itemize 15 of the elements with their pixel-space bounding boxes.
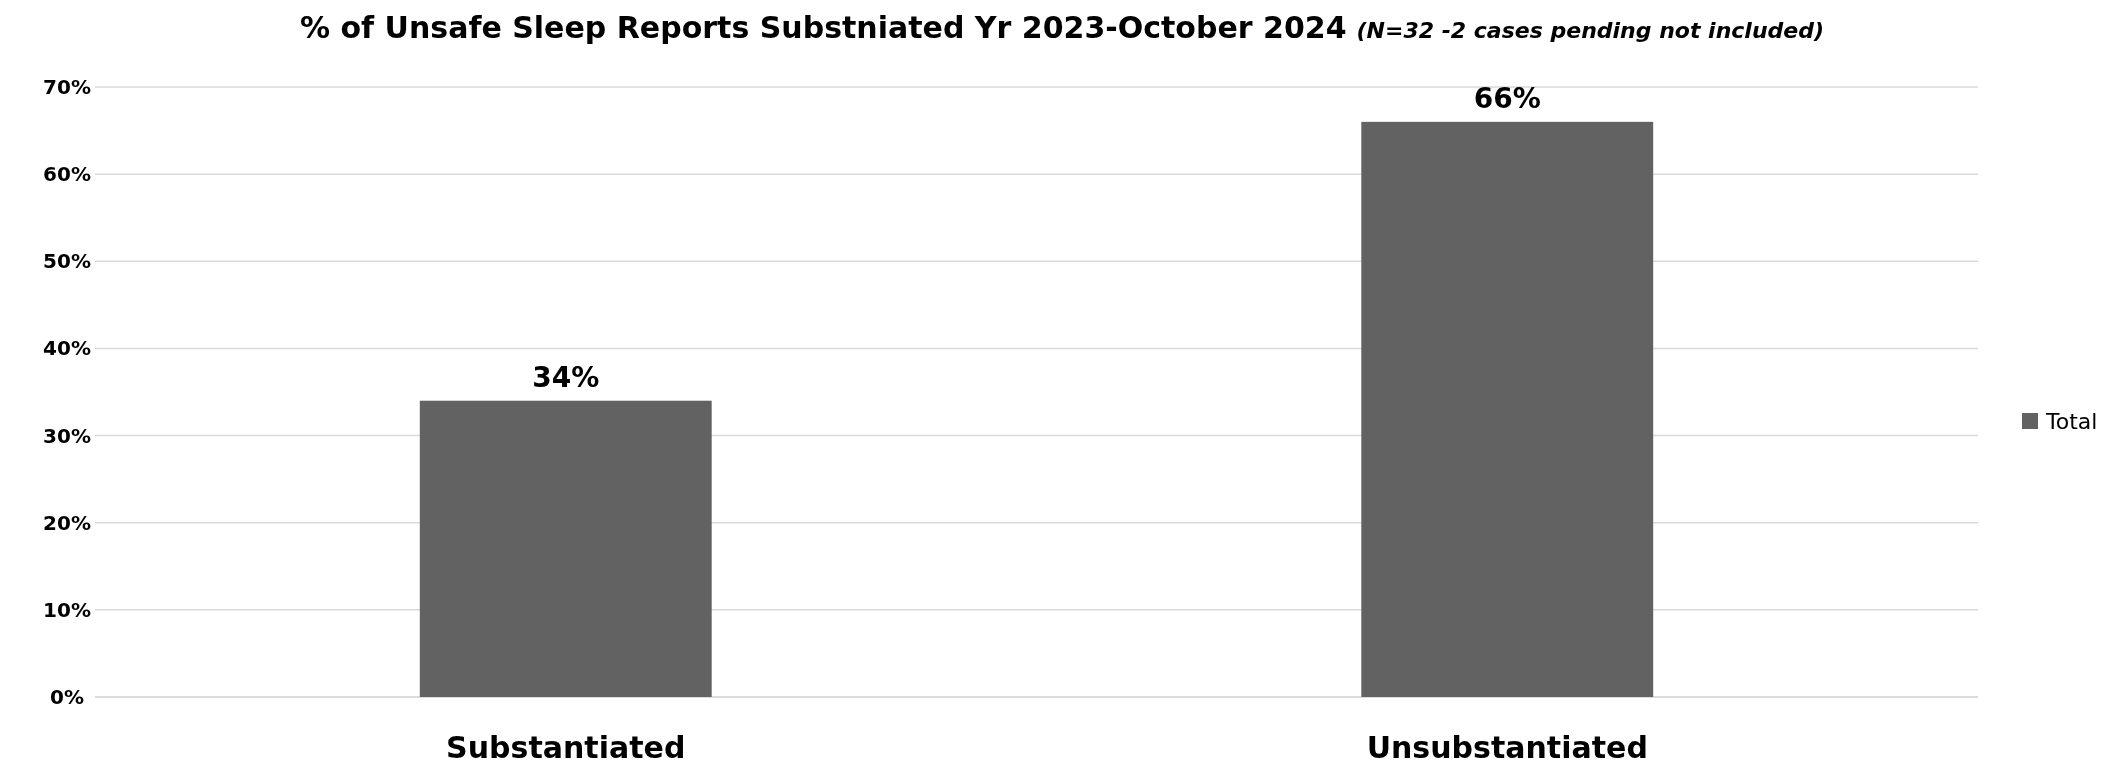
legend-label: Total (2045, 408, 2098, 434)
y-tick-label: 10% (43, 597, 91, 622)
x-tick-label: Substantiated (446, 729, 686, 762)
y-tick-label: 40% (43, 336, 91, 361)
y-tick-label: 60% (43, 162, 91, 187)
chart-subtitle: (N=32 -2 cases pending not included) (1356, 18, 1825, 43)
y-tick-label: 30% (43, 423, 91, 448)
text: 34% (532, 360, 600, 394)
y-tick-label: 20% (43, 510, 91, 535)
chart-title: % of Unsafe Sleep Reports Substniated Yr 2023-October 2024 (299, 10, 1347, 45)
y-tick-label: 70% (43, 75, 91, 99)
text: 66% (1473, 81, 1541, 115)
x-tick-label: Unsubstantiated (1366, 729, 1648, 762)
y-tick-label: 0% (50, 685, 84, 709)
y-tick-label: 50% (43, 249, 91, 274)
